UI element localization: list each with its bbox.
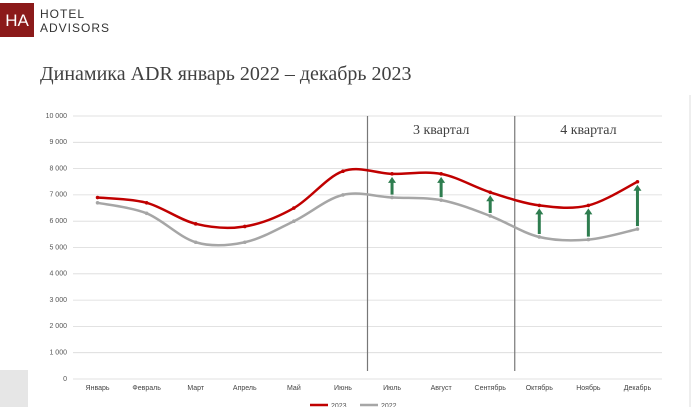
annotation: 4 квартал xyxy=(560,123,616,138)
point xyxy=(488,190,493,195)
x-tick-label: Ноябрь xyxy=(576,384,601,392)
chart-title: Динамика ADR январь 2022 – декабрь 2023 xyxy=(40,63,412,85)
series-line xyxy=(97,167,639,230)
y-tick-label: 3 000 xyxy=(49,297,67,304)
point xyxy=(390,172,394,176)
point xyxy=(95,195,100,200)
point xyxy=(586,237,591,242)
point xyxy=(537,203,542,208)
growth-arrowhead xyxy=(633,184,642,191)
y-tick-label: 8 000 xyxy=(49,165,67,172)
point xyxy=(242,240,247,245)
point xyxy=(635,227,640,231)
x-tick-label: Сентябрь xyxy=(475,384,507,392)
x-tick-label: Февраль xyxy=(132,385,161,392)
point xyxy=(390,195,394,200)
x-tick-label: Август xyxy=(431,385,453,392)
logo-box xyxy=(0,3,34,37)
series-line xyxy=(97,192,638,247)
point xyxy=(95,200,100,205)
x-tick-label: Январь xyxy=(86,385,110,392)
point xyxy=(144,200,149,205)
point xyxy=(292,206,296,210)
point xyxy=(292,219,296,223)
growth-arrowhead xyxy=(437,176,446,183)
point xyxy=(242,224,247,229)
point xyxy=(341,169,345,174)
growth-arrowhead xyxy=(535,208,544,215)
growth-arrowhead xyxy=(486,195,495,202)
point xyxy=(635,179,640,184)
y-tick-label: 5 000 xyxy=(49,244,67,251)
x-tick-label: Декабрь xyxy=(624,384,652,392)
growth-arrowhead xyxy=(584,208,593,215)
x-tick-label: Июль xyxy=(383,385,401,392)
y-tick-label: 10 000 xyxy=(46,113,68,120)
point xyxy=(439,198,443,202)
point xyxy=(488,214,493,218)
y-tick-label: 1 000 xyxy=(49,350,67,357)
annotation: 3 квартал xyxy=(413,123,469,138)
legend-label: 2023 xyxy=(331,403,347,407)
point xyxy=(341,193,345,197)
x-tick-label: Июнь xyxy=(334,385,352,392)
y-tick-label: 4 000 xyxy=(49,271,67,278)
decor xyxy=(0,370,28,407)
y-tick-label: 0 xyxy=(63,376,67,383)
point xyxy=(144,211,149,216)
logo-text: HA xyxy=(5,11,29,30)
growth-arrowhead xyxy=(388,176,397,183)
x-tick-label: Март xyxy=(187,385,205,392)
point xyxy=(537,235,542,239)
company-name: HOTEL xyxy=(40,7,85,21)
point xyxy=(193,240,198,245)
company-name: ADVISORS xyxy=(40,21,110,35)
x-tick-label: Май xyxy=(287,384,301,392)
point xyxy=(193,222,198,226)
x-tick-label: Апрель xyxy=(233,385,257,392)
point xyxy=(586,203,591,208)
y-tick-label: 9 000 xyxy=(49,139,67,146)
x-tick-label: Октябрь xyxy=(526,384,553,392)
y-tick-label: 6 000 xyxy=(49,218,67,225)
y-tick-label: 2 000 xyxy=(49,323,67,330)
y-tick-label: 7 000 xyxy=(49,192,67,199)
point xyxy=(439,172,443,176)
legend-label: 2022 xyxy=(381,403,397,407)
